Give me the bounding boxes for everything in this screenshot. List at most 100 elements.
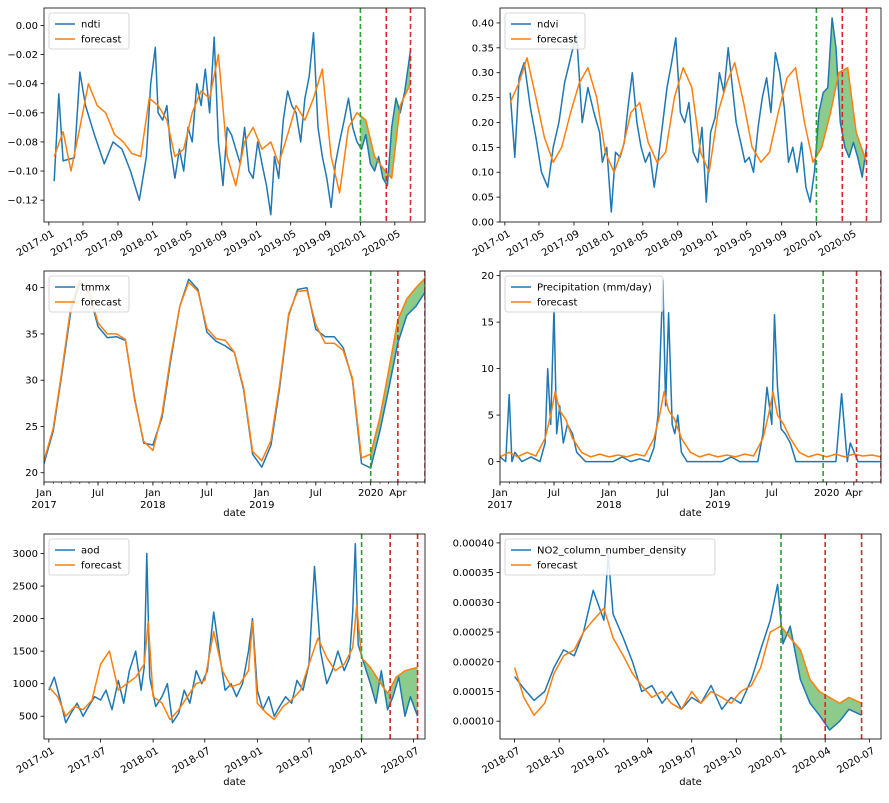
- data-point-forecast: [535, 455, 537, 457]
- x-tick-label: 2017-01: [15, 746, 57, 776]
- data-point-actual: [268, 696, 270, 698]
- data-point-actual: [356, 141, 358, 143]
- data-point-actual: [603, 461, 605, 463]
- y-tick-label: 0.15: [472, 143, 494, 154]
- data-point-actual: [404, 90, 406, 92]
- x-tick-label: 2019-01: [570, 746, 612, 776]
- data-point-actual: [875, 461, 877, 463]
- y-tick-label: 35: [25, 329, 38, 340]
- x-tick-label: 2018-01: [119, 229, 161, 259]
- data-point-actual: [544, 442, 546, 444]
- data-point-forecast: [378, 680, 380, 682]
- data-point-forecast: [653, 438, 655, 440]
- x-axis-label: date: [223, 508, 246, 519]
- data-point-actual: [674, 433, 676, 435]
- y-tick-label: 0.10: [472, 168, 494, 179]
- data-point-actual: [417, 715, 419, 717]
- data-point-actual: [287, 90, 289, 92]
- data-point-actual: [218, 141, 220, 143]
- axes-frame: [499, 7, 882, 223]
- data-point-actual: [382, 178, 384, 180]
- data-point-actual: [155, 47, 157, 49]
- data-point-forecast: [116, 333, 118, 335]
- data-point-actual: [648, 461, 650, 463]
- data-point-actual: [712, 461, 714, 463]
- data-point-actual: [563, 649, 565, 651]
- data-point-forecast: [53, 156, 55, 158]
- data-point-actual: [406, 315, 408, 317]
- data-point-actual: [162, 119, 164, 121]
- data-point-forecast: [197, 291, 199, 293]
- data-point-forecast: [632, 673, 634, 675]
- data-point-forecast: [183, 148, 185, 150]
- y-tick-label: 0: [488, 457, 494, 468]
- data-point-forecast: [352, 647, 354, 649]
- data-point-actual: [782, 643, 784, 645]
- data-point-actual: [857, 157, 859, 159]
- data-point-forecast: [735, 456, 737, 458]
- data-point-forecast: [330, 156, 332, 158]
- data-point-forecast: [234, 352, 236, 354]
- data-point-forecast: [726, 454, 728, 456]
- data-point-forecast: [517, 456, 519, 458]
- data-point-actual: [308, 76, 310, 78]
- data-point-actual: [334, 336, 336, 338]
- data-point-actual: [572, 433, 574, 435]
- data-point-actual: [681, 452, 683, 454]
- data-point-actual: [822, 92, 824, 94]
- data-point-actual: [547, 368, 549, 370]
- data-point-actual: [179, 148, 181, 150]
- data-point-actual: [248, 170, 250, 172]
- data-point-forecast: [617, 454, 619, 456]
- data-point-actual: [261, 163, 263, 165]
- data-point-actual: [649, 152, 651, 154]
- data-point-actual: [314, 566, 316, 568]
- data-point-forecast: [91, 699, 93, 701]
- legend-entry: ndti: [81, 20, 100, 31]
- data-point-forecast: [590, 456, 592, 458]
- data-point-actual: [847, 461, 849, 463]
- data-point-forecast: [209, 98, 211, 100]
- data-point-forecast: [518, 82, 520, 84]
- data-point-forecast: [315, 324, 317, 326]
- data-point-forecast: [544, 137, 546, 139]
- data-point-actual: [518, 77, 520, 79]
- data-point-actual: [209, 112, 211, 114]
- data-point-forecast: [107, 333, 109, 335]
- data-point-actual: [270, 214, 272, 216]
- data-point-actual: [410, 696, 412, 698]
- data-point-forecast: [744, 453, 746, 455]
- data-point-actual: [123, 702, 125, 704]
- data-point-actual: [640, 147, 642, 149]
- data-point-actual: [653, 186, 655, 188]
- data-point-forecast: [291, 699, 293, 701]
- data-point-forecast: [147, 621, 149, 623]
- x-tick-label: 2018-01: [119, 746, 161, 776]
- data-point-actual: [121, 148, 123, 150]
- data-point-forecast: [526, 452, 528, 454]
- data-point-actual: [183, 170, 185, 172]
- data-point-actual: [611, 211, 613, 213]
- data-point-forecast: [523, 697, 525, 699]
- data-point-actual: [352, 127, 354, 129]
- data-point-forecast: [734, 62, 736, 64]
- plot-content: [48, 534, 419, 739]
- x-tick-label: Jul: [309, 488, 322, 499]
- data-point-actual: [97, 326, 99, 328]
- data-point-forecast: [847, 67, 849, 69]
- x-tick-label: 2017-09: [540, 229, 582, 259]
- data-point-forecast: [526, 57, 528, 59]
- data-point-forecast: [152, 696, 154, 698]
- data-point-actual: [547, 186, 549, 188]
- data-point-actual: [556, 433, 558, 435]
- x-tick-label: Apr: [845, 488, 863, 499]
- data-point-actual: [844, 147, 846, 149]
- data-point-forecast: [710, 691, 712, 693]
- data-point-actual: [809, 201, 811, 203]
- data-point-forecast: [126, 683, 128, 685]
- data-point-actual: [661, 703, 663, 705]
- data-point-actual: [662, 122, 664, 124]
- y-tick-label: 2000: [13, 614, 38, 625]
- data-point-actual: [730, 697, 732, 699]
- data-point-actual: [370, 163, 372, 165]
